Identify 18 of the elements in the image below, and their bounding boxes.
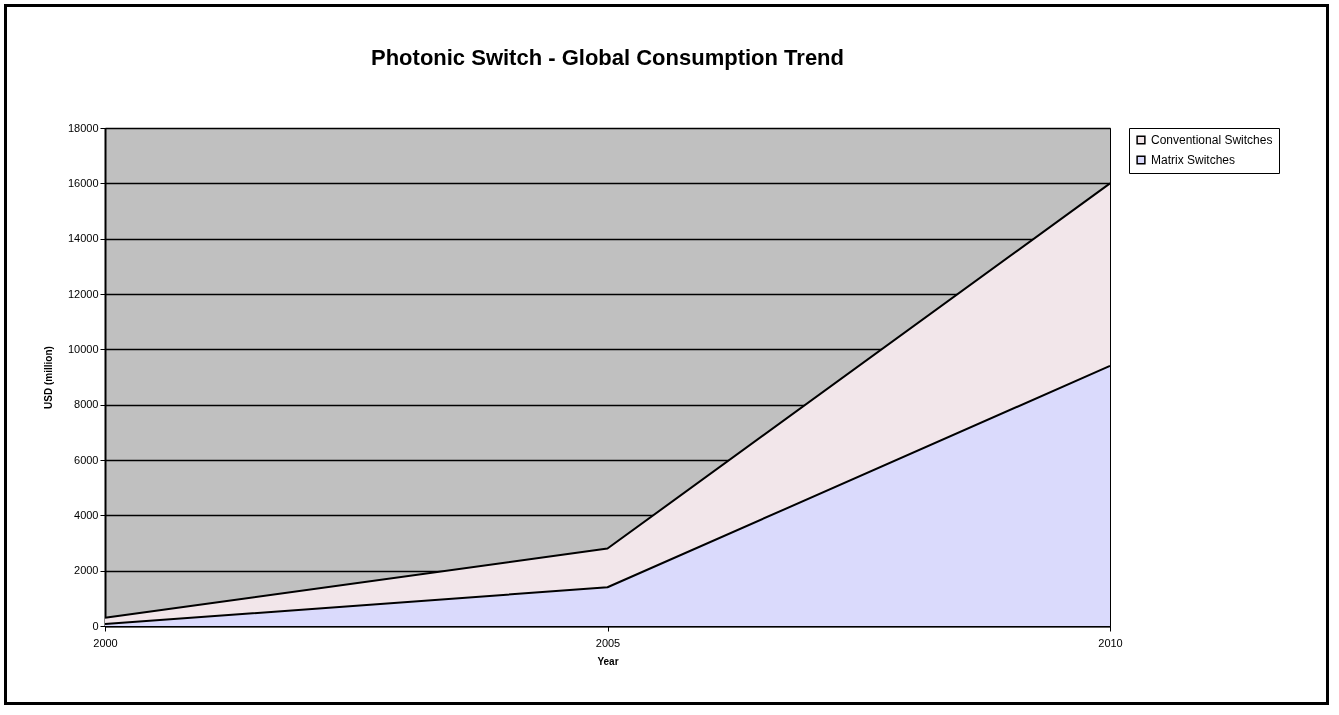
- x-tick-label: 2005: [595, 636, 621, 649]
- y-tick-label: 12000: [67, 287, 99, 300]
- y-tick-label: 8000: [74, 398, 99, 411]
- chart-title: Photonic Switch - Global Consumption Trend: [371, 45, 844, 70]
- y-tick-label: 18000: [67, 121, 99, 134]
- x-axis-title: Year: [597, 655, 619, 667]
- y-tick-label: 6000: [74, 453, 99, 466]
- y-axis-title: USD (million): [42, 346, 54, 409]
- y-tick-label: 4000: [74, 508, 99, 521]
- y-tick-label: 2000: [74, 564, 99, 577]
- x-tick-label: 2010: [1098, 636, 1123, 649]
- legend-label: Conventional Switches: [1151, 133, 1273, 147]
- y-tick-label: 0: [92, 619, 99, 632]
- y-tick-label: 10000: [67, 342, 99, 355]
- legend-label: Matrix Switches: [1151, 153, 1236, 167]
- y-tick-label: 14000: [67, 232, 99, 245]
- x-tick-label: 2000: [93, 636, 118, 649]
- y-tick-label: 16000: [67, 176, 99, 189]
